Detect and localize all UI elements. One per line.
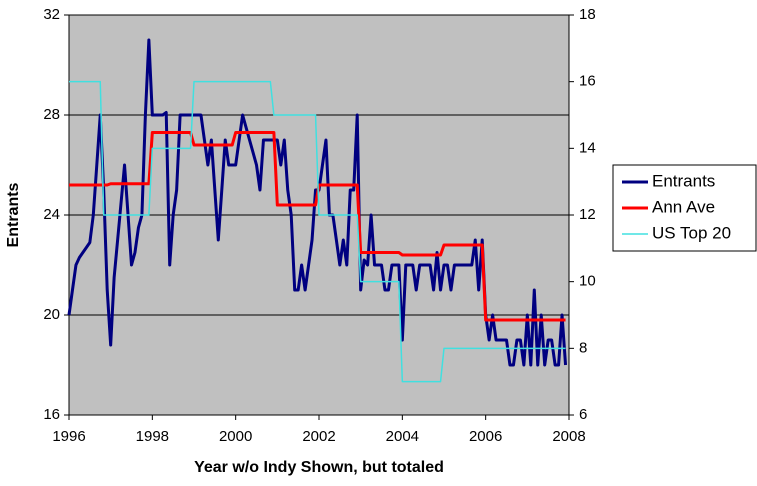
line-series: [69, 80, 566, 383]
legend-label: US Top 20: [652, 223, 731, 242]
y-tick-label: 20: [43, 306, 60, 323]
x-tick-label: 2000: [219, 428, 252, 445]
x-tick-label: 1996: [52, 428, 85, 445]
x-tick-label: 2006: [469, 428, 502, 445]
y-axis-label: Entrants: [5, 182, 22, 247]
y-tick-label: 24: [43, 206, 60, 223]
y2-tick-label: 6: [579, 406, 587, 423]
y2-tick-label: 14: [579, 139, 596, 156]
x-tick-label: 1998: [136, 428, 169, 445]
y2-tick-label: 10: [579, 273, 596, 290]
y-tick-label: 16: [43, 406, 60, 423]
x-tick-label: 2004: [386, 428, 419, 445]
legend-label: Entrants: [652, 171, 715, 190]
y2-tick-label: 12: [579, 206, 596, 223]
y-tick-label: 32: [43, 6, 60, 23]
legend-label: Ann Ave: [652, 197, 715, 216]
y2-tick-label: 18: [579, 6, 596, 23]
y-tick-label: 28: [43, 106, 60, 123]
plot-border: [68, 14, 570, 416]
line-series: [69, 131, 566, 322]
y2-tick-label: 8: [579, 339, 587, 356]
x-tick-label: 2002: [302, 428, 335, 445]
y2-tick-label: 16: [579, 73, 596, 90]
x-axis-label: Year w/o Indy Shown, but totaled: [194, 459, 444, 476]
x-tick-label: 2008: [552, 428, 585, 445]
